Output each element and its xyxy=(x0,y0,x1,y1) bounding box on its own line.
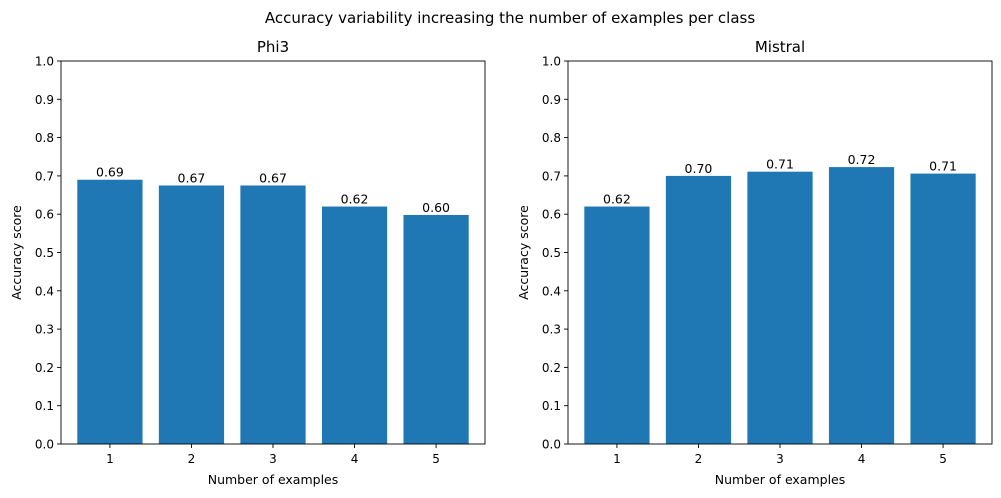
y-tick-label: 0.0 xyxy=(35,438,54,452)
data-label-3: 0.67 xyxy=(259,170,287,185)
data-label-2: 0.70 xyxy=(685,161,713,176)
y-axis-label: Accuracy score xyxy=(9,205,24,300)
y-tick-label: 0.5 xyxy=(35,246,54,260)
y-tick-label: 0.4 xyxy=(35,284,54,298)
y-tick-label: 0.8 xyxy=(542,131,561,145)
x-tick-label: 4 xyxy=(858,452,866,466)
bar-5 xyxy=(403,214,469,444)
y-tick-label: 1.0 xyxy=(542,55,561,69)
data-label-5: 0.71 xyxy=(929,159,957,174)
y-tick-label: 0.6 xyxy=(35,208,54,222)
bar-4 xyxy=(321,206,388,444)
bar-2 xyxy=(665,175,732,444)
x-tick-label: 3 xyxy=(776,452,784,466)
y-tick-label: 0.7 xyxy=(542,169,561,183)
x-axis-label: Number of examples xyxy=(715,472,846,487)
figure-title: Accuracy variability increasing the numb… xyxy=(265,9,756,27)
data-label-5: 0.60 xyxy=(422,200,450,215)
bar-4 xyxy=(828,167,895,444)
subplot-title: Mistral xyxy=(755,38,805,56)
x-tick-label: 2 xyxy=(188,452,196,466)
bar-3 xyxy=(240,185,306,444)
y-tick-label: 0.8 xyxy=(35,131,54,145)
x-tick-label: 3 xyxy=(269,452,277,466)
y-tick-label: 0.5 xyxy=(542,246,561,260)
data-label-4: 0.62 xyxy=(341,192,369,207)
subplot-title: Phi3 xyxy=(257,38,289,56)
x-tick-label: 4 xyxy=(351,452,359,466)
y-tick-label: 0.3 xyxy=(542,323,561,337)
y-tick-label: 0.9 xyxy=(542,93,561,107)
y-tick-label: 0.1 xyxy=(35,399,54,413)
bar-1 xyxy=(77,179,143,445)
bar-3 xyxy=(747,171,813,444)
data-label-1: 0.62 xyxy=(603,192,631,207)
y-tick-label: 0.7 xyxy=(35,169,54,183)
y-tick-label: 1.0 xyxy=(35,55,54,69)
bar-5 xyxy=(910,173,976,445)
data-label-1: 0.69 xyxy=(96,165,124,180)
y-tick-label: 0.6 xyxy=(542,208,561,222)
y-tick-label: 0.1 xyxy=(542,399,561,413)
x-tick-label: 2 xyxy=(695,452,703,466)
y-tick-label: 0.4 xyxy=(542,284,561,298)
x-axis-label: Number of examples xyxy=(208,472,339,487)
x-tick-label: 5 xyxy=(432,452,440,466)
y-tick-label: 0.9 xyxy=(35,93,54,107)
bar-2 xyxy=(158,185,225,444)
x-tick-label: 1 xyxy=(613,452,621,466)
x-tick-label: 5 xyxy=(939,452,947,466)
x-tick-label: 1 xyxy=(106,452,114,466)
y-tick-label: 0.3 xyxy=(35,323,54,337)
data-label-3: 0.71 xyxy=(766,157,794,172)
y-tick-label: 0.2 xyxy=(542,361,561,375)
data-label-4: 0.72 xyxy=(848,152,876,167)
y-tick-label: 0.0 xyxy=(542,438,561,452)
data-label-2: 0.67 xyxy=(178,170,206,185)
y-axis-label: Accuracy score xyxy=(516,205,531,300)
bar-1 xyxy=(584,206,650,444)
y-tick-label: 0.2 xyxy=(35,361,54,375)
